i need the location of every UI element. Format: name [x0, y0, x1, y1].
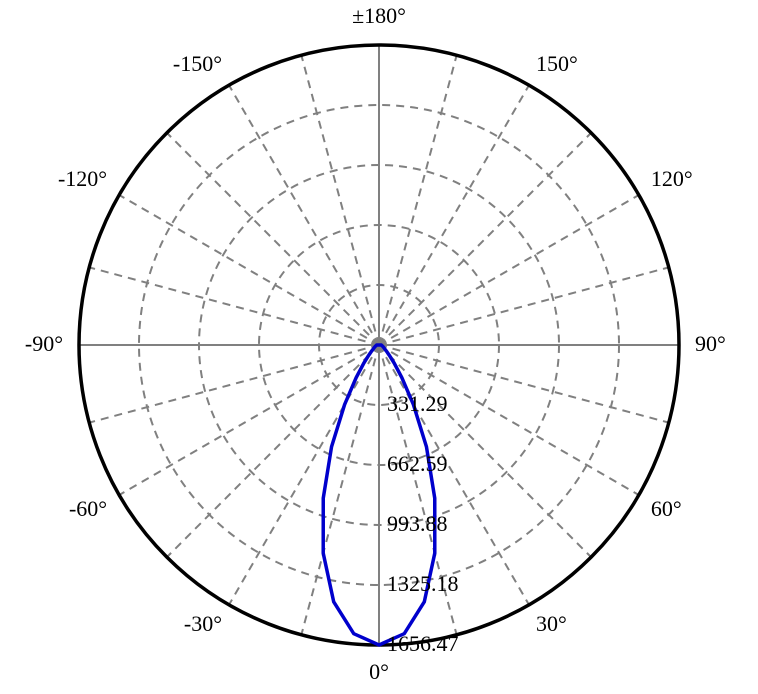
- grid-spoke: [89, 345, 379, 423]
- radial-tick-label: 1325.18: [387, 571, 459, 596]
- grid-spoke: [167, 133, 379, 345]
- grid-spoke: [229, 85, 379, 345]
- radial-tick-label: 993.88: [387, 511, 448, 536]
- angle-label: 120°: [651, 166, 693, 191]
- grid-spoke: [89, 267, 379, 345]
- grid-spoke: [379, 85, 529, 345]
- angle-label: 150°: [536, 51, 578, 76]
- angle-label: -90°: [25, 331, 63, 356]
- radial-tick-label: 1656.47: [387, 631, 459, 656]
- angle-label: -150°: [173, 51, 222, 76]
- angle-label: -120°: [58, 166, 107, 191]
- grid-spoke: [167, 345, 379, 557]
- grid-spoke: [379, 133, 591, 345]
- grid-spoke: [301, 345, 379, 635]
- angle-label: -30°: [184, 611, 222, 636]
- grid-spoke: [301, 55, 379, 345]
- grid-spoke: [379, 267, 669, 345]
- grid-spoke: [229, 345, 379, 605]
- angle-label: 60°: [651, 496, 682, 521]
- angle-label: 0°: [369, 659, 389, 684]
- polar-chart: 331.29 662.59 993.88 1325.18 1656.47 0° 30° 60°…: [0, 0, 758, 694]
- radial-tick-label: 662.59: [387, 451, 448, 476]
- angle-label: ±180°: [352, 3, 406, 28]
- grid-spoke: [119, 195, 379, 345]
- grid-spoke: [379, 195, 639, 345]
- angle-label: -60°: [69, 496, 107, 521]
- angle-label: 90°: [695, 331, 726, 356]
- radial-tick-label: 331.29: [387, 391, 448, 416]
- grid-spoke: [379, 55, 457, 345]
- angle-label: 30°: [536, 611, 567, 636]
